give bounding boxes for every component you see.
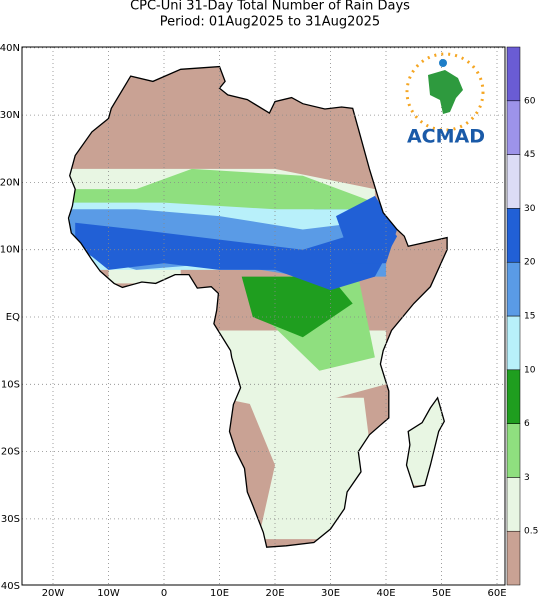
rain-zone [336, 195, 398, 264]
lat-label: 10S [1, 379, 20, 390]
legend-swatch [506, 423, 521, 478]
logo-africa [428, 70, 463, 114]
legend-label: 60 [524, 96, 536, 106]
rain-zone [241, 276, 353, 338]
legend-label: 10 [524, 365, 536, 375]
legend-swatch [506, 154, 521, 209]
lat-label: 20N [0, 177, 20, 188]
logo-drop [439, 59, 447, 67]
legend-label: 0.5 [524, 527, 538, 537]
legend-swatch [506, 477, 521, 532]
lon-label: 0 [161, 588, 167, 599]
legend-swatch [506, 261, 521, 317]
legend-swatch [506, 369, 521, 424]
subtitle: Period: 01Aug2025 to 31Aug2025 [160, 15, 380, 30]
legend-label: 6 [524, 419, 530, 429]
legend-swatch [506, 208, 521, 263]
lon-label: 10W [97, 588, 120, 599]
coastline [405, 396, 445, 489]
rain-zone [247, 397, 375, 540]
lon-label: 20E [265, 588, 284, 599]
legend-label: 15 [524, 312, 535, 322]
coastline [67, 65, 448, 548]
lon-label: 50E [432, 588, 451, 599]
logo-rays [405, 52, 485, 132]
legend-swatch [506, 100, 521, 155]
legend-label: 20 [524, 258, 536, 268]
lon-label: 30E [321, 588, 340, 599]
lon-label: 40E [376, 588, 395, 599]
lon-label: 20W [42, 588, 65, 599]
lat-label: 20S [1, 447, 20, 458]
legend-label: 3 [524, 473, 530, 483]
title: CPC-Uni 31-Day Total Number of Rain Days [130, 0, 410, 14]
logo-text: ACMAD [407, 126, 485, 148]
lat-label: 30N [0, 110, 20, 121]
lat-label: EQ [6, 312, 20, 323]
legend-swatch [506, 530, 521, 586]
legend-swatch [506, 46, 521, 102]
lat-label: 10N [0, 245, 20, 256]
lat-label: 30S [1, 514, 20, 525]
rain-zone [75, 209, 398, 291]
lat-label: 40N [0, 43, 20, 54]
lon-label: 10E [210, 588, 229, 599]
logo: ACMAD [405, 52, 485, 148]
plot-frame [21, 46, 506, 586]
legend-label: 45 [524, 150, 535, 160]
lat-label: 40S [1, 581, 20, 592]
lon-label: 60E [487, 588, 506, 599]
legend-swatch [506, 315, 521, 371]
legend-label: 30 [524, 204, 536, 214]
